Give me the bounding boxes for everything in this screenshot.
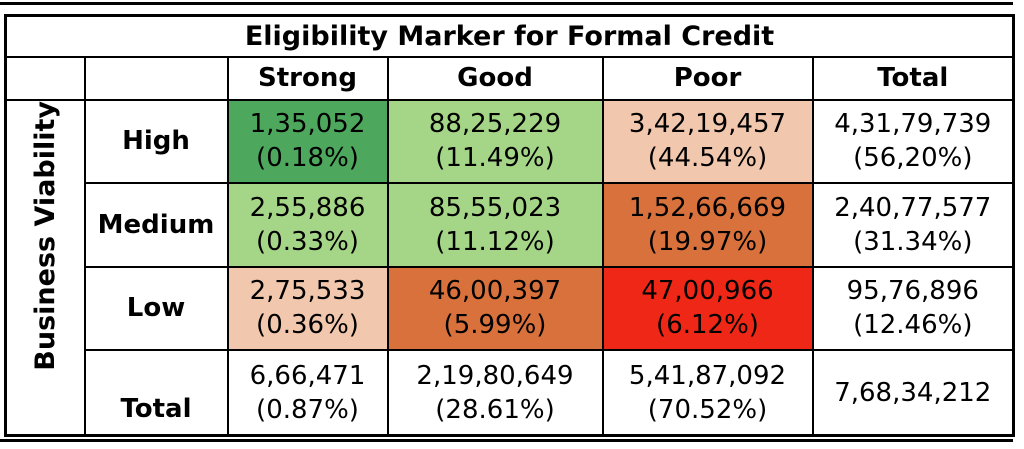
table-title: Eligibility Marker for Formal Credit	[4, 14, 1015, 58]
cell-value: 2,40,77,577	[834, 192, 992, 223]
cell-medium-strong: 2,55,886 (0.33%)	[226, 182, 389, 268]
cell-medium-good: 85,55,023 (11.12%)	[386, 182, 604, 268]
cell-value: 5,41,87,092	[628, 360, 787, 391]
row-label-high: High	[83, 98, 229, 185]
cell-low-strong: 2,75,533 (0.36%)	[226, 265, 389, 352]
column-header-row: Strong Good Poor Total	[4, 55, 1015, 101]
cell-high-poor: 3,42,19,457 (44.54%)	[601, 98, 814, 185]
cell-percent: (6.12%)	[656, 310, 759, 341]
cell-value: 95,76,896	[846, 276, 979, 307]
row-axis-label: Business Viability	[29, 100, 61, 371]
cell-total-poor: 5,41,87,092 (70.52%)	[601, 349, 814, 437]
cell-total-strong: 6,66,471 (0.87%)	[226, 349, 389, 437]
row-label-medium: Medium	[83, 182, 229, 268]
column-header-strong: Strong	[226, 55, 389, 101]
table-row-low: Low 2,75,533 (0.36%) 46,00,397 (5.99%) 4…	[6, 265, 1015, 352]
cell-value: 47,00,966	[641, 276, 774, 307]
row-label-total: Total	[83, 349, 229, 437]
cell-value: 3,42,19,457	[628, 109, 787, 140]
cell-percent: (70.52%)	[647, 394, 768, 425]
table-title-row: Eligibility Marker for Formal Credit	[4, 14, 1015, 58]
bottom-horizontal-rule	[0, 439, 1013, 442]
cell-value: 4,31,79,739	[834, 109, 992, 140]
cell-percent: (0.87%)	[256, 394, 359, 425]
row-axis-label-wrap: Business Viability	[7, 101, 84, 435]
eligibility-crosstab-table: Eligibility Marker for Formal Credit Str…	[4, 14, 1016, 438]
cell-percent: (31.34%)	[853, 226, 973, 257]
cell-value: 2,19,80,649	[416, 360, 574, 391]
cell-low-good: 46,00,397 (5.99%)	[386, 265, 604, 352]
cell-grand-total: 7,68,34,212	[811, 349, 1015, 437]
corner-cell-narrow	[4, 55, 86, 101]
cell-medium-total: 2,40,77,577 (31.34%)	[811, 182, 1015, 268]
cell-medium-poor: 1,52,66,669 (19.97%)	[601, 182, 814, 268]
cell-value: 2,75,533	[249, 276, 366, 307]
column-header-good: Good	[386, 55, 604, 101]
column-header-poor: Poor	[601, 55, 814, 101]
cell-percent: (12.46%)	[853, 310, 973, 341]
cell-value: 1,35,052	[249, 109, 366, 140]
corner-cell-wide	[83, 55, 229, 101]
table-row-total: Total 6,66,471 (0.87%) 2,19,80,649 (28.6…	[6, 349, 1015, 437]
cell-high-total: 4,31,79,739 (56,20%)	[811, 98, 1015, 185]
cell-percent: (28.61%)	[435, 394, 555, 425]
cell-percent: (5.99%)	[443, 310, 547, 341]
cell-value: 6,66,471	[249, 360, 366, 391]
cell-percent: (0.18%)	[256, 143, 359, 174]
cell-percent: (19.97%)	[647, 226, 768, 257]
cell-value: 7,68,34,212	[834, 377, 992, 408]
top-horizontal-rule	[0, 2, 1013, 5]
cell-percent: (11.12%)	[435, 226, 555, 257]
cell-value: 85,55,023	[428, 192, 562, 223]
cell-percent: (0.36%)	[256, 310, 359, 341]
table-row-medium: Medium 2,55,886 (0.33%) 85,55,023 (11.12…	[6, 182, 1015, 268]
cell-low-total: 95,76,896 (12.46%)	[811, 265, 1015, 352]
cell-value: 46,00,397	[428, 276, 562, 307]
cell-low-poor: 47,00,966 (6.12%)	[601, 265, 814, 352]
table-row-high: Business Viability High 1,35,052 (0.18%)…	[4, 98, 1015, 437]
cell-total-good: 2,19,80,649 (28.61%)	[386, 349, 604, 437]
cell-high-good: 88,25,229 (11.49%)	[386, 98, 604, 185]
cell-value: 1,52,66,669	[628, 192, 787, 223]
cell-percent: (56,20%)	[853, 143, 973, 174]
cell-high-strong: 1,35,052 (0.18%)	[226, 98, 389, 185]
cell-value: 2,55,886	[249, 192, 366, 223]
cell-percent: (44.54%)	[647, 143, 768, 174]
row-axis-label-cell: Business Viability	[4, 98, 86, 437]
column-header-total: Total	[811, 55, 1015, 101]
cell-percent: (0.33%)	[256, 226, 359, 257]
cell-percent: (11.49%)	[435, 143, 555, 174]
cell-value: 88,25,229	[428, 109, 562, 140]
row-label-low: Low	[83, 265, 229, 352]
